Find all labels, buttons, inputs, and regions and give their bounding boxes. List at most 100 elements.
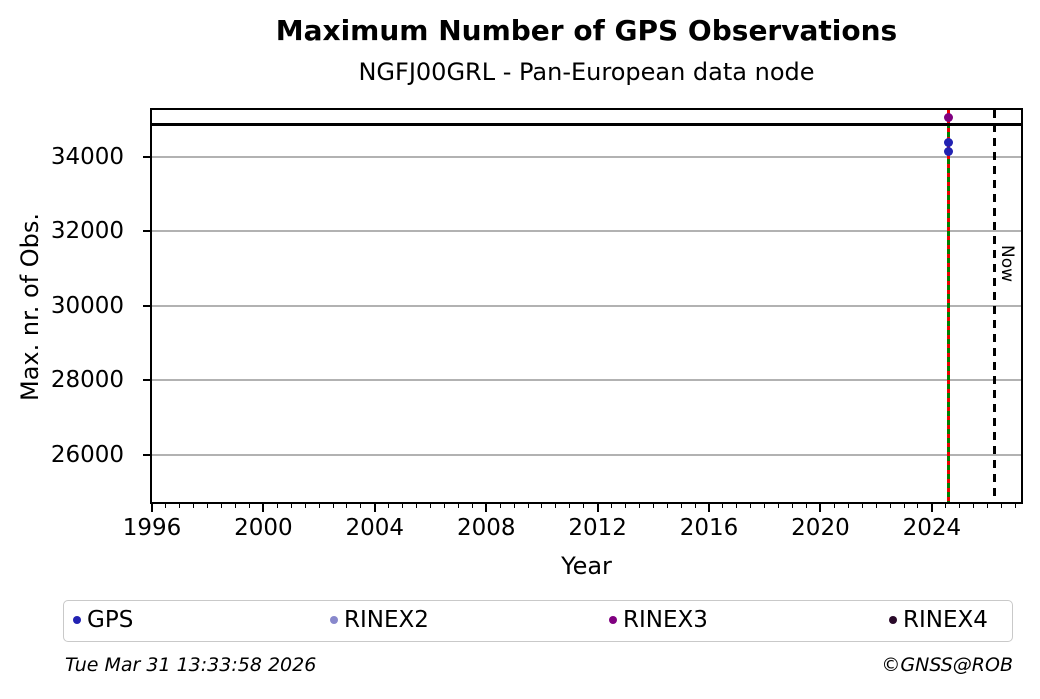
x-minor-tick xyxy=(750,504,752,508)
y-tick-label: 28000 xyxy=(50,367,124,394)
x-minor-tick xyxy=(652,504,654,508)
x-minor-tick xyxy=(388,504,390,508)
x-minor-tick xyxy=(235,504,237,508)
x-major-tick xyxy=(151,504,153,512)
chart-subtitle: NGFJ00GRL - Pan-European data node xyxy=(358,58,815,86)
x-tick-label: 2020 xyxy=(791,515,850,541)
rinex2-marker-icon xyxy=(330,616,338,624)
x-tick-label: 2004 xyxy=(345,515,405,541)
x-minor-tick xyxy=(847,504,849,508)
x-minor-tick xyxy=(792,504,794,508)
now-line-label: Now xyxy=(996,245,1017,283)
rinex3-data-point xyxy=(944,112,954,122)
x-minor-tick xyxy=(179,504,181,508)
x-minor-tick xyxy=(165,504,167,508)
last-data-red-vline xyxy=(947,110,951,502)
x-minor-tick xyxy=(736,504,738,508)
chart-title: Maximum Number of GPS Observations xyxy=(275,14,898,47)
legend: GPS RINEX2 RINEX3 RINEX4 xyxy=(63,600,1013,642)
x-minor-tick xyxy=(416,504,418,508)
x-minor-tick xyxy=(332,504,334,508)
x-minor-tick xyxy=(875,504,877,508)
x-minor-tick xyxy=(304,504,306,508)
x-tick-label: 1996 xyxy=(122,515,182,541)
x-minor-tick xyxy=(541,504,543,508)
x-tick-label: 2000 xyxy=(234,515,293,541)
x-tick-label: 2016 xyxy=(679,515,739,541)
x-major-tick xyxy=(930,504,933,512)
x-minor-tick xyxy=(290,504,292,508)
y-tick-label: 26000 xyxy=(50,441,124,468)
x-minor-tick xyxy=(889,504,891,508)
x-minor-tick xyxy=(457,504,459,508)
y-major-tick xyxy=(143,453,150,456)
x-minor-tick xyxy=(945,504,947,508)
legend-label-rinex4: RINEX4 xyxy=(903,607,988,633)
x-tick-label: 2012 xyxy=(568,515,627,541)
x-minor-tick xyxy=(987,504,989,508)
y-major-tick xyxy=(143,304,150,307)
x-minor-tick xyxy=(764,504,766,508)
x-minor-tick xyxy=(346,504,348,508)
x-minor-tick xyxy=(583,504,585,508)
y-major-tick xyxy=(143,155,150,158)
x-minor-tick xyxy=(193,504,195,508)
rinex4-marker-icon xyxy=(889,616,897,624)
x-minor-tick xyxy=(527,504,529,508)
x-minor-tick xyxy=(959,504,961,508)
x-minor-tick xyxy=(248,504,250,508)
rinex3-marker-icon xyxy=(609,616,617,624)
x-minor-tick xyxy=(499,504,501,508)
y-tick-label: 34000 xyxy=(50,143,124,170)
x-minor-tick xyxy=(207,504,209,508)
horizontal-gridline xyxy=(152,304,1021,307)
y-major-tick xyxy=(143,379,150,382)
x-tick-label: 2008 xyxy=(456,515,516,541)
x-minor-tick xyxy=(569,504,571,508)
x-major-tick xyxy=(373,504,376,512)
timestamp-text: Tue Mar 31 13:33:58 2026 xyxy=(65,654,317,676)
x-minor-tick xyxy=(624,504,626,508)
x-tick-label: 2024 xyxy=(902,515,962,541)
plot-area: Now xyxy=(152,110,1021,502)
x-minor-tick xyxy=(666,504,668,508)
horizontal-gridline xyxy=(152,230,1021,233)
x-minor-tick xyxy=(903,504,905,508)
x-minor-tick xyxy=(806,504,808,508)
max-value-hline xyxy=(152,123,1021,127)
x-minor-tick xyxy=(318,504,320,508)
x-minor-tick xyxy=(722,504,724,508)
x-minor-tick xyxy=(402,504,404,508)
x-minor-tick xyxy=(443,504,445,508)
x-minor-tick xyxy=(778,504,780,508)
x-major-tick xyxy=(262,504,265,512)
x-minor-tick xyxy=(638,504,640,508)
x-minor-tick xyxy=(611,504,613,508)
x-minor-tick xyxy=(833,504,835,508)
x-major-tick xyxy=(819,504,822,512)
x-minor-tick xyxy=(471,504,473,508)
horizontal-gridline xyxy=(152,453,1021,456)
horizontal-gridline xyxy=(152,155,1021,158)
x-major-tick xyxy=(708,504,711,512)
y-tick-label: 32000 xyxy=(50,218,124,245)
legend-label-rinex3: RINEX3 xyxy=(623,607,708,633)
gps-data-point xyxy=(944,147,954,157)
x-minor-tick xyxy=(360,504,362,508)
x-minor-tick xyxy=(694,504,696,508)
x-minor-tick xyxy=(430,504,432,508)
x-minor-tick xyxy=(221,504,223,508)
x-minor-tick xyxy=(973,504,975,508)
y-tick-label: 30000 xyxy=(50,292,124,319)
gps-marker-icon xyxy=(73,616,81,624)
x-major-tick xyxy=(485,504,488,512)
x-minor-tick xyxy=(555,504,557,508)
x-minor-tick xyxy=(680,504,682,508)
x-minor-tick xyxy=(1001,504,1002,508)
legend-label-gps: GPS xyxy=(87,607,134,633)
now-vline xyxy=(993,110,997,502)
x-major-tick xyxy=(596,504,599,512)
x-minor-tick xyxy=(513,504,515,508)
gps-data-point xyxy=(944,138,954,148)
